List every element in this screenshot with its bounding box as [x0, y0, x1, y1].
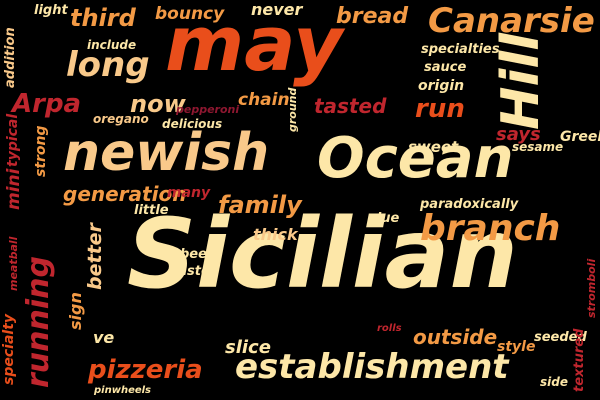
- word-thick: thick: [253, 225, 298, 244]
- word-ground: ground: [286, 87, 299, 132]
- word-newish: newish: [63, 123, 270, 183]
- word-pinwheels: pinwheels: [94, 385, 152, 396]
- word-delicious: delicious: [162, 117, 223, 131]
- word-running: running: [21, 256, 56, 388]
- word-textured: textured: [572, 328, 587, 392]
- word-sauce: sauce: [424, 60, 467, 75]
- word-may: may: [165, 0, 343, 88]
- word-run: run: [415, 94, 465, 124]
- word-oregano: oregano: [93, 112, 149, 126]
- word-pizzeria: pizzeria: [88, 355, 203, 385]
- word-ve: ve: [93, 328, 115, 347]
- word-specialty: specialty: [1, 313, 17, 385]
- word-canarsie: Canarsie: [428, 1, 595, 41]
- word-specialties: specialties: [421, 42, 500, 57]
- word-bread: bread: [336, 4, 409, 29]
- word-include: include: [87, 38, 137, 52]
- word-bouncy: bouncy: [155, 4, 225, 24]
- word-strong: strong: [33, 125, 49, 177]
- word-sign: sign: [66, 292, 85, 330]
- word-mini: mini: [4, 168, 24, 210]
- word-tasted: tasted: [314, 94, 387, 118]
- word-never: never: [251, 0, 303, 19]
- word-establishment: establishment: [235, 347, 509, 387]
- word-generation: generation: [63, 182, 187, 206]
- word-addition: addition: [3, 27, 18, 88]
- word-outside: outside: [413, 325, 498, 349]
- word-chain: chain: [238, 90, 290, 110]
- word-better: better: [84, 223, 106, 290]
- word-due: due: [372, 211, 400, 226]
- word-family: family: [218, 191, 302, 219]
- word-sicilian: Sicilian: [127, 198, 518, 310]
- word-branch: branch: [420, 208, 561, 249]
- word-now: now: [130, 90, 186, 118]
- word-light: light: [34, 3, 68, 18]
- word-origin: origin: [418, 78, 465, 94]
- word-arpa: Arpa: [12, 89, 82, 119]
- word-side: side: [540, 375, 568, 389]
- word-slice: slice: [225, 337, 271, 358]
- word-says: says: [496, 124, 541, 145]
- word-sweet: sweet: [408, 138, 459, 156]
- word-taste: taste: [172, 264, 210, 279]
- word-seeded: seeded: [534, 330, 587, 345]
- word-stromboli: stromboli: [585, 258, 598, 318]
- word-style: style: [497, 339, 536, 355]
- word-hill: Hill: [491, 33, 551, 130]
- word-beef: beef: [180, 247, 213, 262]
- word-meatball: meatball: [7, 236, 20, 291]
- word-greek: Greek: [560, 129, 600, 145]
- word-sesame: sesame: [512, 140, 564, 154]
- word-long: long: [66, 45, 150, 85]
- word-little: little: [134, 203, 169, 218]
- word-paradoxically: paradoxically: [420, 197, 519, 212]
- word-ocean: Ocean: [317, 126, 514, 191]
- word-third: third: [70, 4, 136, 32]
- word-typical: typical: [5, 113, 21, 167]
- word-pepperoni: pepperoni: [176, 103, 240, 116]
- word-many: many: [167, 185, 211, 201]
- word-rolls: rolls: [377, 323, 402, 334]
